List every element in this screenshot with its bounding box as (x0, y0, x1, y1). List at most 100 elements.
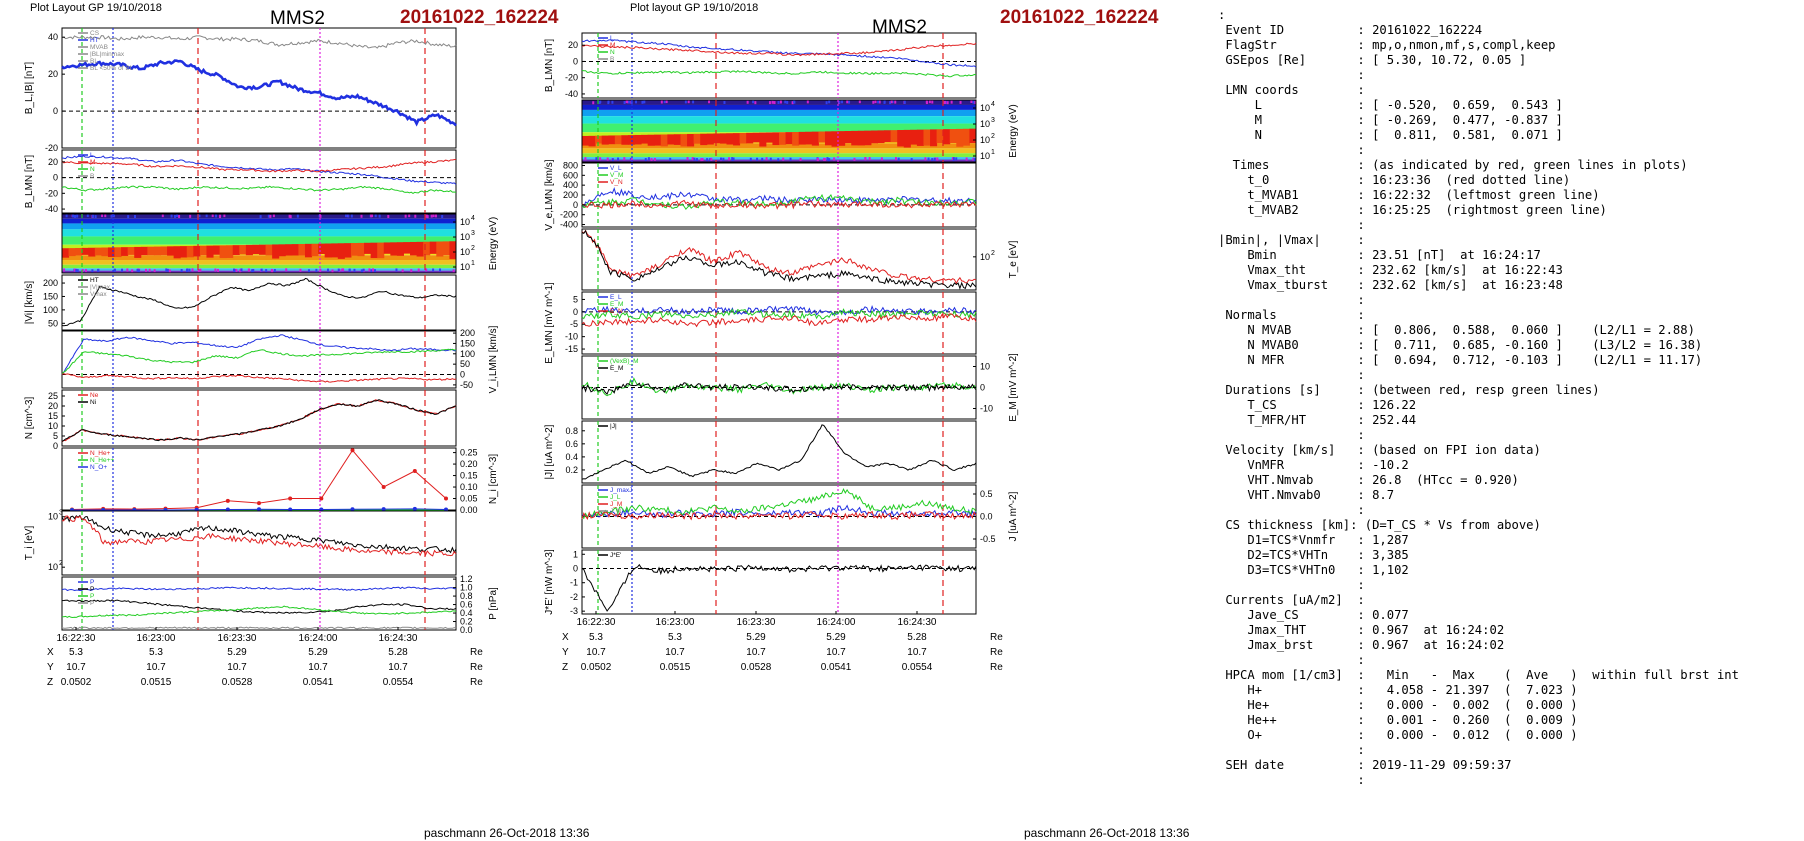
panel-left-8-ylabel: T_i [eV] (24, 526, 35, 561)
ephemeris-z-value-3: 0.0541 (303, 677, 334, 688)
ephemeris-unit-x: Re (990, 632, 1003, 643)
info-line: HPCA mom [1/cm3] : Min - Max ( Ave ) wit… (1218, 668, 1739, 682)
ephemeris-unit-z: Re (990, 662, 1003, 673)
panel-left-9-ytick-1: 1.0 (460, 583, 473, 593)
panel-right-3-ylabel: V_e,LMN [km/s] (544, 159, 555, 230)
panel-right-4-ylabel: T_e [eV] (1008, 240, 1019, 278)
panel-left-1-ylabel: B_L,|B| [nT] (24, 62, 35, 115)
panel-left-7-point-2-9 (350, 507, 355, 512)
panel-left-4-ytick-1: 150 (43, 291, 58, 301)
panel-right-8-legend-label-3: J_N (610, 508, 622, 515)
panel-right-8-legend-label-2: J_M (610, 501, 622, 508)
panel-left-6-ytick-2: 15 (48, 411, 58, 421)
panel-right-2-ytick-1: 10 (980, 119, 990, 129)
panel-left-7-legend-label-0: N_He+ (90, 450, 111, 457)
time-tick-label-4: 16:24:30 (898, 617, 937, 628)
ephemeris-z-value-4: 0.0554 (902, 662, 933, 673)
panel-left-2-legend-label-0: L (90, 152, 94, 159)
info-line: N MVAB0 : [ 0.711, 0.685, -0.160 ] (L3/L… (1218, 338, 1703, 352)
panel-right-9-legend: J*E' (598, 552, 621, 559)
info-line: t_MVAB1 : 16:22:32 (leftmost green line) (1218, 188, 1600, 202)
panel-left-9-ytick-4: 0.4 (460, 608, 473, 618)
panel-right-7-ytick-0: 0.8 (565, 426, 578, 436)
panel-right-4-ytick-0: 10 (980, 252, 990, 262)
info-line: Bmin : 23.51 [nT] at 16:24:17 (1218, 248, 1541, 262)
panel-left-3-ytick-exp-2: 2 (471, 245, 475, 252)
info-line: LMN coords : (1218, 83, 1365, 97)
info-line: Velocity [km/s] : (based on FPI ion data… (1218, 443, 1541, 457)
panel-left-9-series-p-i (62, 605, 457, 619)
ephemeris-unit-z: Re (470, 677, 483, 688)
panel-right-2-ylabel: Energy (eV) (1008, 104, 1019, 157)
panel-left-2-ytick-3: -40 (45, 204, 58, 214)
info-line: Jmax_THT : 0.967 at 16:24:02 (1218, 623, 1505, 637)
ephemeris-z-value-0: 0.0502 (581, 662, 612, 673)
ephemeris-unit-y: Re (470, 662, 483, 673)
panel-left-3-spectrogram (61, 213, 457, 274)
time-tick-label-4: 16:24:30 (379, 633, 418, 644)
time-tick-label-0: 16:22:30 (57, 633, 96, 644)
info-line: VHT.Nmvab0 : 8.7 (1218, 488, 1395, 502)
info-line: Vmax_tburst : 232.62 [km/s] at 16:23:48 (1218, 278, 1563, 292)
panel-right-7-frame (581, 420, 977, 484)
panel-right-7-legend: |J| (598, 423, 617, 430)
info-line: : (1218, 578, 1365, 592)
info-line: Jmax_brst : 0.967 at 16:24:02 (1218, 638, 1505, 652)
right-event-title: 20161022_162224 (1000, 7, 1159, 28)
panel-right-1-legend-label-3: B (610, 56, 614, 63)
panel-right-2-ytick-3: 10 (980, 151, 990, 161)
panel-right-3-legend-label-1: V_M (610, 172, 623, 179)
panel-right-5-ytick-1: 0 (573, 307, 578, 317)
panel-right-5-ytick-2: -5 (570, 319, 578, 329)
panel-left-9-legend-label-2: P (90, 593, 94, 600)
info-line: Jave_CS : 0.077 (1218, 608, 1409, 622)
panel-right-4-frame (581, 228, 977, 291)
panel-right-3-ytick-3: 200 (563, 190, 578, 200)
info-line: T_MFR/HT : 252.44 (1218, 413, 1417, 427)
panel-right-9-ytick-4: -3 (570, 606, 578, 616)
panel-left-2-series-bl (61, 155, 457, 185)
panel-left-9-frame (61, 576, 457, 631)
ephemeris-label-x: X (47, 647, 54, 658)
panel-right-8-series-j-m (581, 488, 977, 520)
panel-left-7-legend-label-1: N_He++ (90, 457, 114, 464)
panel-left-5-ytick-4: 0 (460, 370, 465, 380)
panel-right-5-legend: E_LE_ME_N (598, 294, 623, 315)
panel-left-1-legend-label-3: |BL|minmax (90, 51, 125, 58)
panel-left-2-ytick-2: -20 (45, 188, 58, 198)
panel-left-2-frame (61, 149, 457, 214)
info-line: : (1218, 368, 1365, 382)
info-line: SEH date : 2019-11-29 09:59:37 (1218, 758, 1512, 772)
panel-left-7-point-0-12 (444, 496, 448, 501)
panel-right-6-legend-label-1: E_M (610, 365, 623, 372)
panel-right-2-ytick-exp-3: 1 (991, 149, 995, 156)
info-line: VnMFR : -10.2 (1218, 458, 1409, 472)
panel-left-7-ytick-2: 0.15 (460, 471, 478, 481)
panel-left-5-ytick-3: 50 (460, 359, 470, 369)
panel-left-7-frame (61, 447, 457, 511)
panel-right-7-ytick-3: 0.2 (565, 465, 578, 475)
panel-left-4-series--vi- (61, 277, 457, 327)
panel-right-8-ytick-0: 0.5 (980, 489, 993, 499)
panel-right-9-frame (581, 549, 977, 615)
panel-left-5-series-n (61, 373, 457, 383)
panel-left-5-series-l (61, 334, 457, 375)
ephemeris-y-value-4: 10.7 (907, 647, 927, 658)
panel-right-1-ytick-2: -20 (565, 73, 578, 83)
panel-right-3-series-v-l (581, 186, 977, 209)
ephemeris-z-value-4: 0.0554 (383, 677, 414, 688)
panel-left-7-point-0-8 (319, 496, 324, 501)
ephemeris-x-value-2: 5.29 (746, 632, 766, 643)
panel-left-8-ytick-exp-0: 3 (59, 510, 63, 517)
panel-left-6-ytick-1: 20 (48, 401, 58, 411)
ephemeris-unit-y: Re (990, 647, 1003, 658)
panel-right-2-ytick-exp-2: 2 (991, 133, 995, 140)
panel-left-4-ytick-0: 200 (43, 278, 58, 288)
